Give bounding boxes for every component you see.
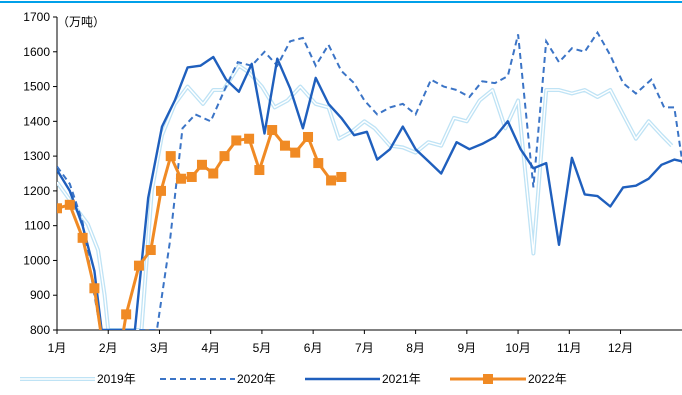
data-point-2022: [336, 171, 347, 182]
series-line-2019-inner: [57, 64, 673, 330]
series-line-2020: [57, 30, 682, 330]
x-tick-label: 8月: [406, 341, 425, 355]
y-tick-label: 1700: [23, 10, 50, 24]
legend: 2019年 2020年 2021年 2022年: [20, 372, 567, 386]
data-point-2022: [303, 131, 314, 142]
x-tick-label: 3月: [150, 341, 169, 355]
legend-marker-2022: [483, 374, 493, 384]
legend-label: 2019年: [97, 372, 136, 386]
y-tick-label: 1500: [23, 80, 50, 94]
y-tick-label: 1600: [23, 45, 50, 59]
legend-item: 2020年: [160, 372, 276, 386]
series-2022年: [57, 125, 347, 330]
x-tick-label: 10月: [505, 341, 530, 355]
legend-label: 2021年: [382, 372, 421, 386]
data-point-2022: [208, 168, 219, 179]
data-point-2022: [155, 185, 166, 196]
legend-label: 2020年: [237, 372, 276, 386]
x-tick-label: 2月: [99, 341, 118, 355]
data-point-2022: [89, 283, 100, 294]
data-point-2022: [77, 232, 88, 243]
data-point-2022: [133, 260, 144, 271]
data-point-2022: [231, 135, 242, 146]
y-tick-label: 800: [30, 323, 50, 337]
series-line-2021: [57, 55, 682, 330]
series-layer: [57, 30, 682, 330]
y-axis: 800 900 1000 1100 1200 1300 1400 1500 1600 1700: [23, 10, 58, 337]
series-2019年: [57, 63, 674, 330]
data-point-2022: [121, 309, 132, 320]
legend-item: 2022年: [450, 372, 567, 386]
data-point-2022: [145, 245, 156, 256]
data-point-2022: [279, 140, 290, 151]
y-tick-label: 1300: [23, 149, 50, 163]
data-point-2022: [254, 165, 265, 176]
legend-label: 2022年: [528, 372, 567, 386]
x-tick-label: 11月: [557, 341, 581, 355]
legend-item: 2021年: [305, 372, 421, 386]
x-tick-label: 9月: [457, 341, 476, 355]
series-2021年: [57, 55, 682, 330]
unit-label: （万吨）: [57, 15, 105, 29]
x-axis: 1月 2月 3月 4月 5月 6月 7月 8月 9月 10月 11月 12月: [48, 329, 682, 355]
x-tick-label: 7月: [355, 341, 374, 355]
x-tick-label: 1月: [48, 341, 67, 355]
y-tick-label: 1400: [23, 114, 50, 128]
series-2020年: [57, 30, 682, 330]
legend-item: 2019年: [20, 372, 136, 386]
data-point-2022: [326, 175, 337, 186]
data-point-2022: [313, 158, 324, 169]
y-tick-label: 1100: [24, 219, 50, 233]
data-point-2022: [165, 151, 176, 162]
data-point-2022: [57, 203, 62, 214]
data-point-2022: [64, 199, 75, 210]
data-point-2022: [290, 147, 301, 158]
data-point-2022: [186, 171, 197, 182]
y-tick-label: 1000: [23, 253, 50, 267]
y-tick-label: 1200: [23, 184, 50, 198]
data-point-2022: [175, 173, 186, 184]
x-tick-label: 6月: [304, 341, 323, 355]
x-tick-label: 4月: [201, 341, 220, 355]
data-point-2022: [244, 133, 255, 144]
x-tick-label: 5月: [253, 341, 272, 355]
y-tick-label: 900: [30, 288, 50, 302]
data-point-2022: [219, 151, 230, 162]
data-point-2022: [267, 125, 278, 136]
data-point-2022: [196, 159, 207, 170]
x-tick-label: 12月: [608, 341, 633, 355]
